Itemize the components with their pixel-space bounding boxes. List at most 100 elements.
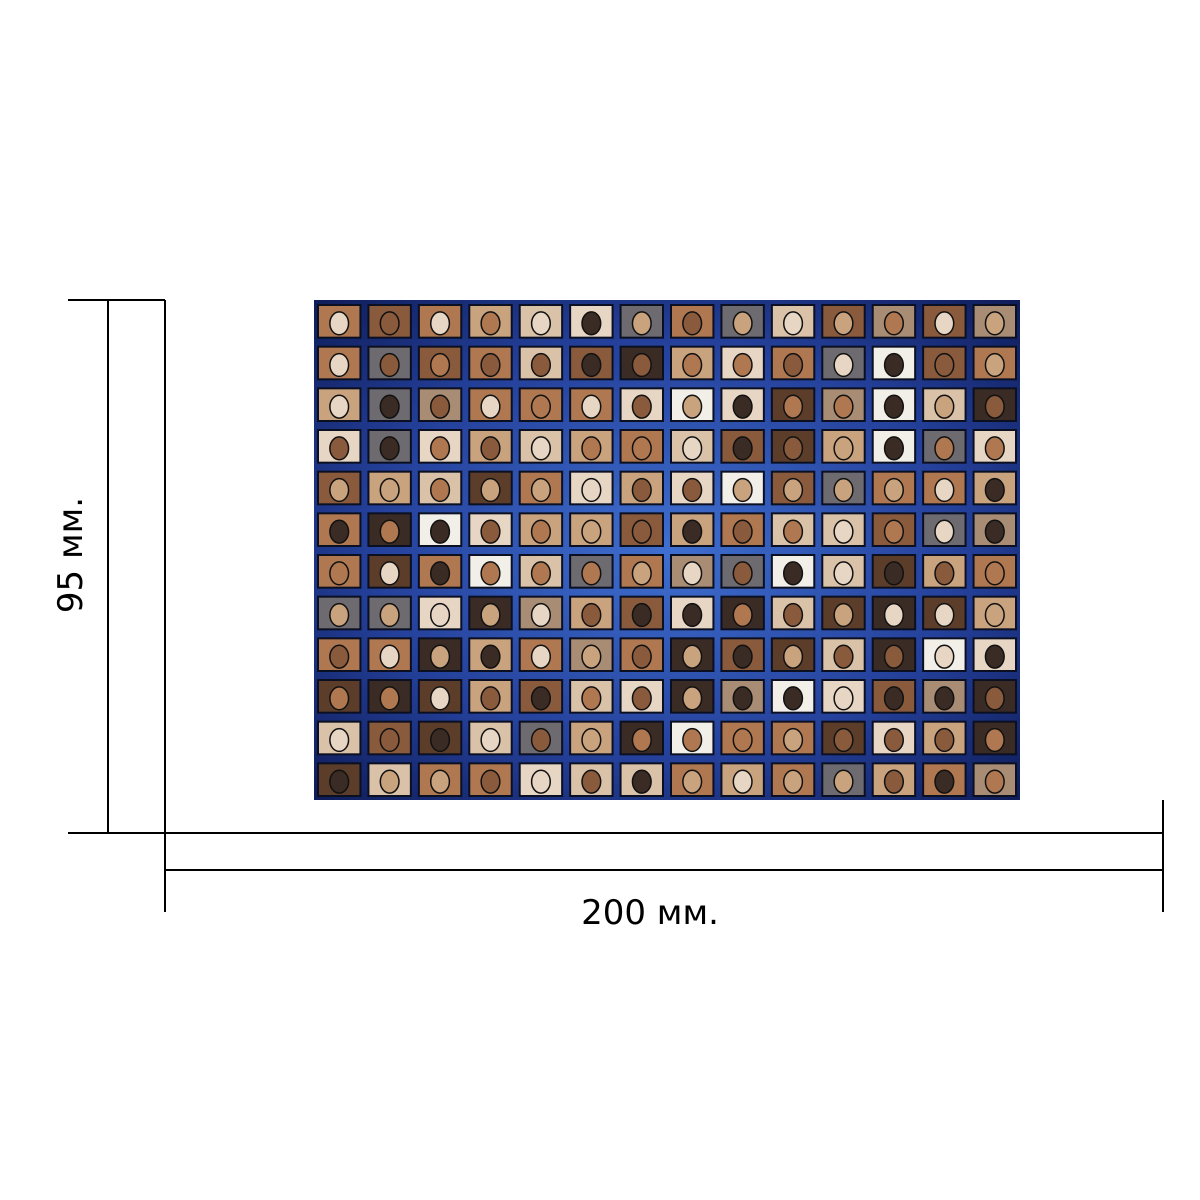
face (984, 477, 1005, 503)
face (833, 311, 854, 336)
face (379, 311, 400, 336)
face (833, 352, 854, 378)
face (379, 352, 400, 378)
face (782, 394, 804, 419)
face (429, 769, 451, 794)
face (984, 519, 1005, 544)
face (833, 769, 854, 794)
face (379, 727, 400, 753)
face (732, 436, 753, 461)
width-label: 200 мм. (581, 893, 719, 933)
face (329, 561, 350, 586)
face (631, 561, 652, 586)
face (682, 311, 703, 336)
face (631, 311, 652, 336)
face (984, 769, 1005, 794)
face (379, 436, 400, 461)
face (782, 352, 804, 378)
face (329, 727, 350, 753)
face (732, 769, 753, 794)
face (480, 436, 501, 461)
face (782, 311, 804, 336)
face (682, 769, 703, 794)
face (883, 602, 905, 628)
face (530, 519, 552, 544)
mosaic-tiles (317, 304, 1017, 797)
face (782, 477, 804, 503)
face (934, 727, 955, 753)
face (833, 727, 854, 753)
face (329, 477, 350, 503)
face (984, 561, 1005, 586)
face (732, 602, 753, 628)
face (883, 394, 905, 419)
face (631, 602, 652, 628)
face (329, 311, 350, 336)
face (984, 727, 1005, 753)
face (682, 686, 703, 711)
face (883, 644, 905, 669)
face (682, 519, 703, 544)
face (732, 477, 753, 503)
face (480, 686, 501, 711)
face (631, 686, 652, 711)
face (833, 519, 854, 544)
face (984, 436, 1005, 461)
face (429, 311, 451, 336)
face (732, 561, 753, 586)
face (480, 561, 501, 586)
face (732, 352, 753, 378)
face (581, 311, 602, 336)
face (782, 644, 804, 669)
face (934, 436, 955, 461)
face (631, 644, 652, 669)
face (883, 352, 905, 378)
face (883, 727, 905, 753)
face (682, 602, 703, 628)
face (480, 477, 501, 503)
face (631, 436, 652, 461)
face (429, 727, 451, 753)
face (530, 436, 552, 461)
face (631, 727, 652, 753)
face (682, 352, 703, 378)
photo-tile (821, 345, 866, 381)
face (530, 686, 552, 711)
photo-tile (770, 345, 816, 381)
face (682, 727, 703, 753)
face (934, 769, 955, 794)
face (833, 644, 854, 669)
face (984, 644, 1005, 669)
face (833, 394, 854, 419)
face (379, 561, 400, 586)
face (782, 686, 804, 711)
face (480, 644, 501, 669)
face (480, 769, 501, 794)
face (530, 769, 552, 794)
face (429, 436, 451, 461)
face (530, 311, 552, 336)
face (480, 352, 501, 378)
face (429, 477, 451, 503)
face (782, 436, 804, 461)
face (530, 561, 552, 586)
height-label: 95 мм. (51, 497, 91, 613)
face (581, 727, 602, 753)
face (379, 519, 400, 544)
face (732, 519, 753, 544)
face (732, 644, 753, 669)
face (329, 686, 350, 711)
face (732, 311, 753, 336)
face (429, 686, 451, 711)
face (631, 394, 652, 419)
face (429, 561, 451, 586)
face (883, 561, 905, 586)
face (429, 352, 451, 378)
face (329, 436, 350, 461)
face (682, 394, 703, 419)
face (782, 769, 804, 794)
face (429, 519, 451, 544)
face (329, 519, 350, 544)
face (379, 686, 400, 711)
